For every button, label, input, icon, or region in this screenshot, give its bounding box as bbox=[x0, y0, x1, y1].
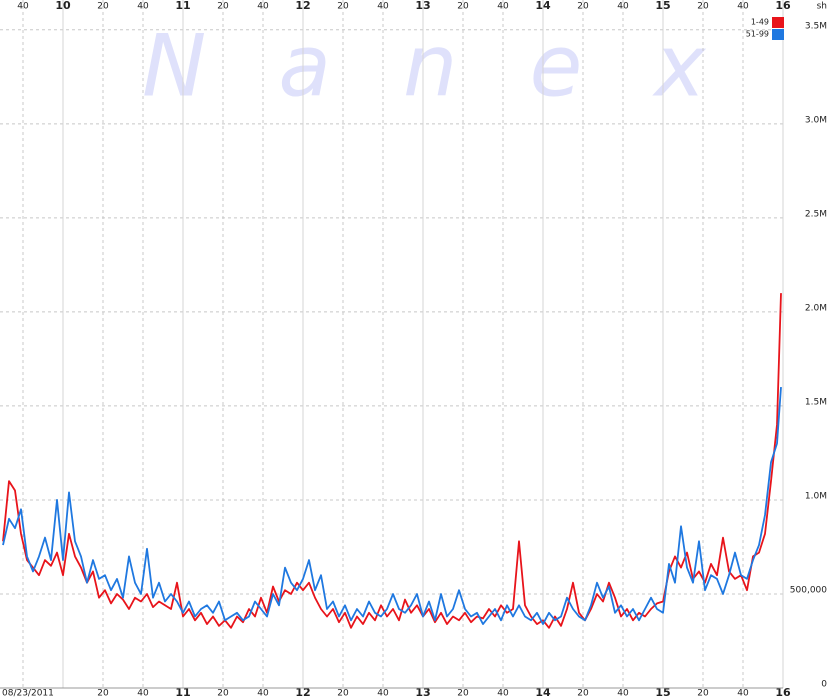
x-tick-label-top: 20 bbox=[577, 2, 589, 12]
x-tick-label-top: 40 bbox=[137, 2, 149, 12]
y-tick-label: 1.5M bbox=[805, 397, 827, 407]
x-tick-label: 40 bbox=[377, 689, 389, 699]
y-tick-label: 3.5M bbox=[805, 21, 827, 31]
legend-swatch bbox=[772, 17, 784, 28]
x-tick-label-top: 13 bbox=[415, 0, 430, 12]
x-tick-label: 11 bbox=[175, 686, 190, 699]
x-tick-label: 40 bbox=[257, 689, 269, 699]
x-tick-label: 12 bbox=[295, 686, 310, 699]
y-tick-label: 500,000 bbox=[790, 585, 827, 595]
x-tick-label-top: 40 bbox=[17, 2, 29, 12]
x-tick-label: 40 bbox=[497, 689, 509, 699]
legend-swatch bbox=[772, 29, 784, 40]
watermark: Nanex bbox=[142, 16, 777, 116]
series-line bbox=[2, 387, 782, 625]
x-tick-label-top: 20 bbox=[457, 2, 469, 12]
x-tick-label: 40 bbox=[737, 689, 749, 699]
y-tick-label: 3.0M bbox=[805, 115, 827, 125]
legend-label: 1-49 bbox=[751, 18, 769, 27]
x-tick-label-top: 16 bbox=[775, 0, 791, 12]
x-tick-label: 20 bbox=[337, 689, 349, 699]
x-tick-label-top: 14 bbox=[535, 0, 551, 12]
x-tick-label: 40 bbox=[137, 689, 149, 699]
x-tick-label: 13 bbox=[415, 686, 430, 699]
x-tick-label-top: 40 bbox=[617, 2, 629, 12]
series-line bbox=[2, 293, 782, 629]
y-tick-label: 2.0M bbox=[805, 303, 827, 313]
x-tick-label-top: 40 bbox=[377, 2, 389, 12]
x-tick-label-top: 12 bbox=[295, 0, 310, 12]
x-tick-label: 16 bbox=[775, 686, 791, 699]
x-tick-label-top: 20 bbox=[337, 2, 349, 12]
x-tick-label-top: 11 bbox=[175, 0, 190, 12]
x-tick-label: 20 bbox=[577, 689, 589, 699]
x-tick-label: 20 bbox=[217, 689, 229, 699]
x-tick-label: 20 bbox=[697, 689, 709, 699]
x-tick-label: 20 bbox=[457, 689, 469, 699]
date-label: 08/23/2011 bbox=[2, 689, 54, 699]
x-tick-label-top: 20 bbox=[97, 2, 109, 12]
x-tick-label-top: 10 bbox=[55, 0, 71, 12]
x-tick-label-top: 20 bbox=[697, 2, 709, 12]
x-tick-label: 40 bbox=[617, 689, 629, 699]
x-tick-label: 20 bbox=[97, 689, 109, 699]
x-tick-label-top: 15 bbox=[655, 0, 670, 12]
x-tick-label-top: 40 bbox=[497, 2, 509, 12]
y-tick-label: 1.0M bbox=[805, 491, 827, 501]
unit-label: sh bbox=[817, 2, 827, 12]
legend-label: 51-99 bbox=[746, 30, 769, 39]
x-tick-label-top: 40 bbox=[257, 2, 269, 12]
x-tick-label-top: 40 bbox=[737, 2, 749, 12]
x-tick-label-top: 20 bbox=[217, 2, 229, 12]
x-tick-label: 15 bbox=[655, 686, 670, 699]
x-tick-label: 14 bbox=[535, 686, 551, 699]
y-tick-label: 2.5M bbox=[805, 209, 827, 219]
y-tick-label: 0 bbox=[821, 680, 827, 690]
